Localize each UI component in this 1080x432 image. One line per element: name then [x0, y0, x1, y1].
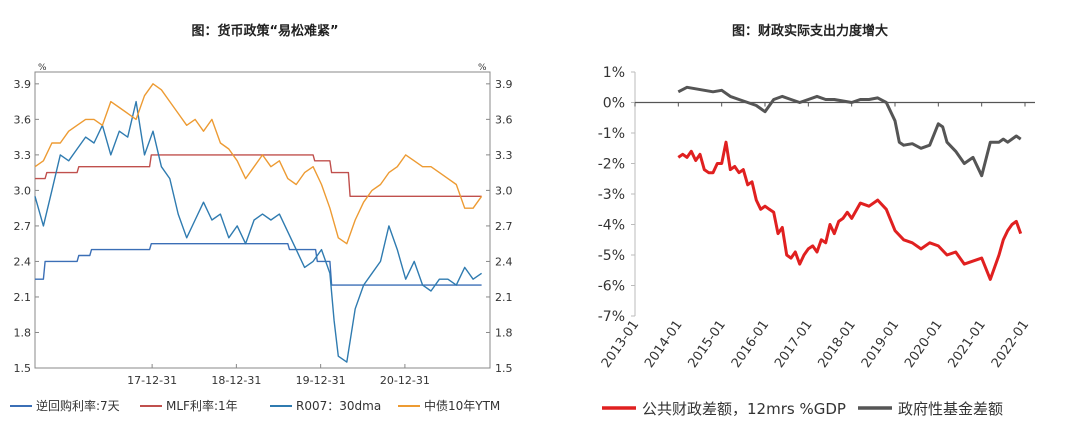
x-tick-label: 2022-01 [989, 318, 1032, 371]
y-tick-label-left: 3.9 [14, 78, 32, 91]
y-tick-label-left: 1.8 [14, 326, 32, 339]
x-tick-label: 2014-01 [642, 318, 685, 371]
legend-label: 中债10年YTM [424, 398, 500, 413]
legend-label: MLF利率:1年 [166, 398, 238, 413]
legend-label: 政府性基金差额 [898, 400, 1003, 418]
x-tick-label: 2021-01 [945, 318, 988, 371]
series-line-0 [35, 243, 482, 286]
y-tick-label: -2% [598, 157, 625, 173]
y-tick-label-left: 2.7 [14, 220, 32, 233]
y-tick-label: -3% [598, 187, 625, 203]
y-tick-label: -5% [598, 248, 625, 264]
x-tick-label: 19-12-31 [296, 374, 346, 387]
x-tick-label: 2020-01 [902, 318, 945, 371]
y-tick-label: -4% [598, 218, 625, 234]
x-tick-label: 2013-01 [599, 318, 642, 371]
y-tick-label-left: 1.5 [14, 362, 32, 375]
monetary-policy-chart: 图：货币政策“易松难紧” %% 1.5 1.5 1.8 1.8 2.1 2.1 2.4 2.4 2… [0, 0, 530, 432]
chart-title: 图：货币政策“易松难紧” [191, 24, 339, 39]
y-tick-label-left: 2.4 [14, 255, 32, 268]
plot-frame [34, 71, 491, 369]
chart-title: 图：财政实际支出力度增大 [731, 24, 888, 39]
y-tick-label-right: 2.4 [495, 255, 513, 268]
y-tick-label: -7% [598, 309, 625, 325]
y-tick-label-right: 3.0 [495, 184, 513, 197]
y-tick-label-left: 3.3 [14, 149, 32, 162]
y-tick-label-left: 3.6 [14, 113, 32, 126]
y-tick-label-left: 3.0 [14, 184, 32, 197]
y-tick-label: -6% [598, 279, 625, 295]
monetary-chart-svg: % % 1.5 1.5 1.8 1.8 2.1 2.1 2.4 2.4 2.7 2.7 3.0 3.0 3.… [10, 63, 513, 413]
y-tick-label: 1% [603, 65, 625, 81]
series-line-2 [34, 100, 482, 363]
x-tick-label: 2015-01 [685, 318, 728, 371]
legend-label: 公共财政差额，12mrs %GDP [642, 400, 846, 418]
legend-label: 逆回购利率:7天 [36, 398, 120, 413]
x-tick-label: 2019-01 [859, 318, 902, 371]
fiscal-chart-svg: 1%0%-1%-2%-3%-4%-5%-6%-7%2013-01 2014-01 2… [598, 65, 1035, 418]
y-tick-label-right: 2.1 [495, 291, 513, 304]
x-tick-label: 20-12-31 [380, 374, 430, 387]
right-axis-unit: % [478, 63, 487, 73]
legend-label: R007：30dma [296, 399, 381, 413]
y-tick-label-right: 2.7 [495, 220, 513, 233]
x-tick-label: 2016-01 [729, 318, 772, 371]
y-tick-label-right: 3.3 [495, 149, 513, 162]
x-tick-label: 17-12-31 [127, 374, 177, 387]
series-line-1 [677, 85, 1022, 178]
y-tick-label-right: 1.8 [495, 326, 513, 339]
y-tick-label: 0% [603, 96, 625, 112]
fiscal-spending-chart: 图：财政实际支出力度增大 1% 0% -1% -2% -3% -4% -5% -6% -7% 20… [540, 0, 1080, 432]
x-tick-label: 2017-01 [772, 318, 815, 371]
x-tick-label: 18-12-31 [211, 374, 261, 387]
x-tick-label: 2018-01 [815, 318, 858, 371]
y-tick-label: -1% [598, 126, 625, 142]
left-axis-unit: % [38, 63, 47, 73]
y-tick-label-left: 2.1 [14, 291, 32, 304]
y-tick-label-right: 1.5 [495, 362, 513, 375]
y-tick-label-right: 3.6 [495, 113, 513, 126]
y-tick-label-right: 3.9 [495, 78, 513, 91]
series-line-0 [677, 140, 1023, 281]
series-line-3 [34, 83, 483, 245]
